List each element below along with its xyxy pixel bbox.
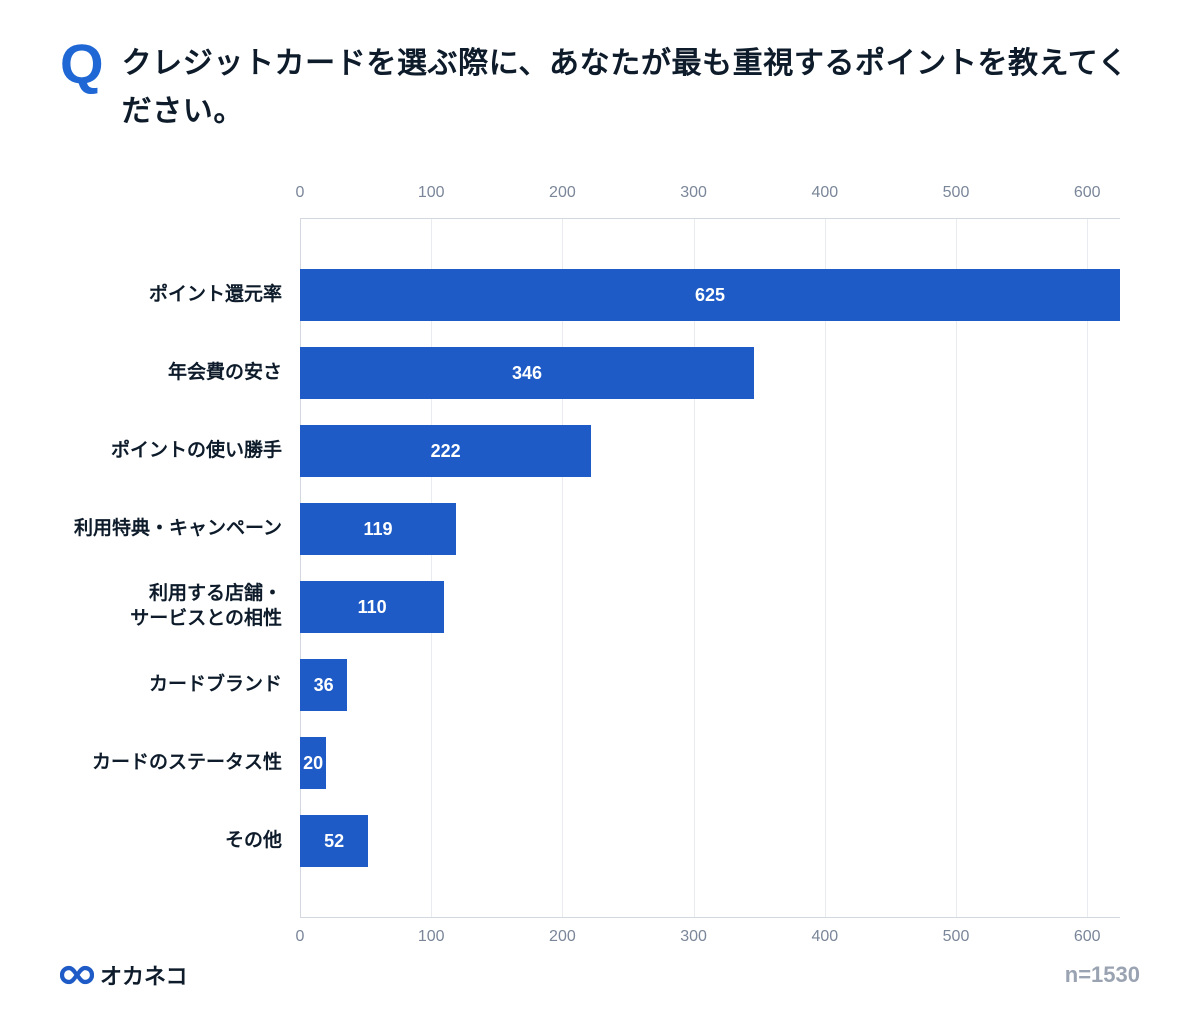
bar-value: 20: [303, 753, 323, 774]
brand-logo: オカネコ: [60, 959, 188, 991]
axis-tick: 100: [418, 928, 445, 946]
bar-label: その他: [60, 829, 300, 854]
axis-tick: 600: [1074, 928, 1101, 946]
bar-label: カードのステータス性: [60, 751, 300, 776]
bar-label: 利用特典・キャンペーン: [60, 517, 300, 542]
bar-value: 52: [324, 831, 344, 852]
bar-row: ポイントの使い勝手222: [300, 425, 1120, 477]
axis-tick: 300: [680, 184, 707, 202]
bar-row: カードブランド36: [300, 659, 1120, 711]
bar-label: ポイント還元率: [60, 283, 300, 308]
axis-tick: 0: [296, 184, 305, 202]
bar: 346: [300, 347, 754, 399]
axis-top: 0100200300400500600: [300, 184, 1120, 208]
bar-label: ポイントの使い勝手: [60, 439, 300, 464]
bar-row: カードのステータス性20: [300, 737, 1120, 789]
bar: 625: [300, 269, 1120, 321]
bar-row: 利用する店舗・ サービスとの相性110: [300, 581, 1120, 633]
bar-row: その他52: [300, 815, 1120, 867]
axis-bottom: 0100200300400500600: [300, 928, 1120, 952]
bar: 36: [300, 659, 347, 711]
header: Q クレジットカードを選ぶ際に、あなたが最も重視するポイントを教えてください。: [60, 40, 1140, 136]
bar-label: 利用する店舗・ サービスとの相性: [60, 582, 300, 631]
question-title: クレジットカードを選ぶ際に、あなたが最も重視するポイントを教えてください。: [122, 40, 1140, 136]
plot-area: ポイント還元率625 年会費の安さ346 ポイントの使い勝手222 利用特典・キャンペ…: [300, 218, 1120, 918]
bar-label: カードブランド: [60, 673, 300, 698]
axis-tick: 600: [1074, 184, 1101, 202]
bar-row: 利用特典・キャンペーン119: [300, 503, 1120, 555]
bar-value: 110: [358, 597, 387, 618]
brand-name: オカネコ: [100, 959, 188, 991]
bar: 222: [300, 425, 591, 477]
chart: 0100200300400500600 ポイント還元率625年会費の安さ346ポ…: [300, 184, 1120, 952]
q-icon: Q: [60, 36, 104, 92]
bar-value: 346: [512, 363, 542, 384]
axis-tick: 200: [549, 184, 576, 202]
bar-value: 36: [314, 675, 334, 696]
sample-size: n=1530: [1065, 962, 1140, 988]
axis-tick: 100: [418, 184, 445, 202]
bar: 20: [300, 737, 326, 789]
bar-label: 年会費の安さ: [60, 361, 300, 386]
axis-tick: 400: [811, 928, 838, 946]
bar-value: 119: [364, 519, 393, 540]
footer: オカネコ n=1530: [60, 959, 1140, 991]
bar-row: ポイント還元率625: [300, 269, 1120, 321]
infinity-icon: [60, 965, 94, 985]
bars-container: ポイント還元率625 年会費の安さ346 ポイントの使い勝手222 利用特典・キャンペ…: [300, 219, 1120, 917]
axis-tick: 500: [943, 928, 970, 946]
bar: 119: [300, 503, 456, 555]
bar-value: 625: [695, 285, 725, 306]
bar: 52: [300, 815, 368, 867]
bar: 110: [300, 581, 444, 633]
bar-row: 年会費の安さ346: [300, 347, 1120, 399]
axis-tick: 500: [943, 184, 970, 202]
bar-value: 222: [431, 441, 461, 462]
axis-tick: 400: [811, 184, 838, 202]
axis-tick: 200: [549, 928, 576, 946]
axis-tick: 0: [296, 928, 305, 946]
axis-tick: 300: [680, 928, 707, 946]
